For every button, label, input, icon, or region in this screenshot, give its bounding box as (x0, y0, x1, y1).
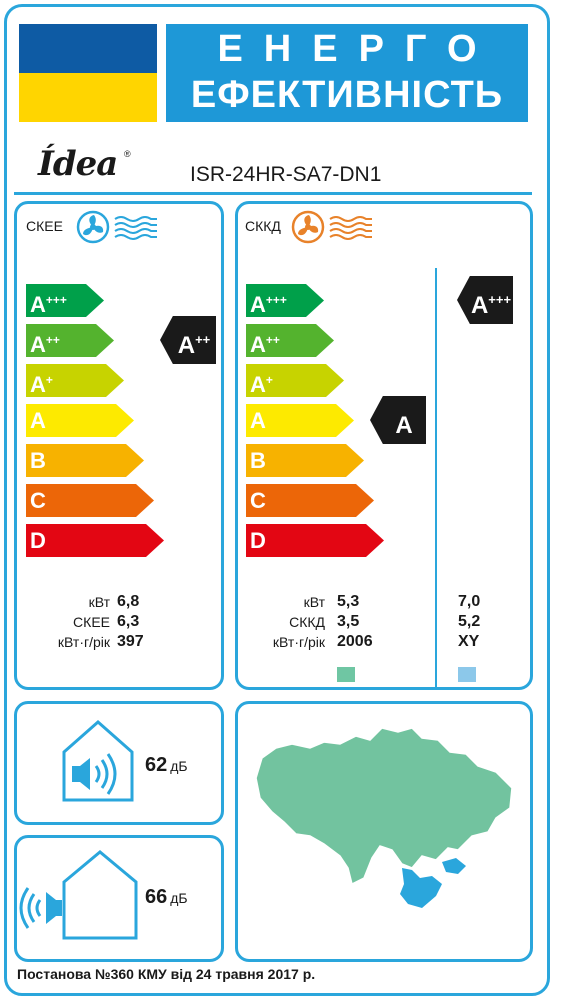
spec-value: 6,3 (117, 613, 140, 630)
energy-label-frame (4, 4, 550, 996)
spec-label: кВт·г/рік (272, 634, 325, 650)
scale-bar-letter: A (30, 408, 46, 433)
cooling-class-letter: A (177, 332, 196, 359)
flag-yellow-stripe (19, 73, 157, 122)
spec-label: СККД (289, 614, 325, 630)
cooling-scale-bar: B (26, 444, 144, 477)
scale-bar-letter: D (30, 528, 46, 553)
spec-value: 6,8 (117, 593, 140, 610)
indoor-noise-panel (14, 701, 224, 825)
cooling-scale-bar: A+ (26, 364, 124, 397)
heating-class-indicator: A (370, 396, 426, 444)
title-line-2: ЕФЕКТИВНІСТЬ (190, 74, 504, 116)
heating-label: СККД (245, 218, 281, 234)
cooling-spec-values: 6,8 6,3 397 (117, 592, 177, 652)
heating-alt-spec-values: 7,0 5,2 XY (458, 592, 518, 652)
scale-bar-plus: ++ (265, 333, 280, 347)
heating-column-divider (435, 268, 437, 688)
heating-scale-bar: A++ (246, 324, 334, 357)
title-line-1: ЕНЕРГО (217, 28, 498, 70)
scale-bar-letter: A (250, 372, 266, 397)
scale-bar-letter: B (250, 448, 266, 473)
flag-blue-stripe (19, 24, 157, 73)
outdoor-db-number: 66 (145, 886, 168, 908)
fan-heating-icon (291, 210, 372, 244)
outdoor-noise-panel (14, 835, 224, 962)
cooling-scale-bar: A++ (26, 324, 114, 357)
spec-label: кВт (303, 594, 325, 610)
indoor-speaker-icon (62, 719, 134, 802)
ukraine-map-icon (255, 727, 513, 908)
title-banner: ЕНЕРГО ЕФЕКТИВНІСТЬ (166, 24, 528, 122)
scale-bar-letter: C (30, 488, 46, 513)
spec-value: 5,3 (337, 593, 360, 610)
indoor-noise-value: 62 дБ (145, 754, 188, 777)
heating-alt-class-plus: +++ (488, 292, 512, 307)
spec-value: 2006 (337, 633, 373, 650)
scale-bar-letter: A (30, 292, 46, 317)
heating-alt-class-indicator: A+++ (457, 276, 513, 324)
colder-climate-swatch (458, 667, 476, 682)
spec-value: 5,2 (458, 613, 481, 630)
fan-cooling-icon (76, 210, 157, 244)
heating-scale-bar: D (246, 524, 384, 557)
spec-value: 3,5 (337, 613, 360, 630)
cooling-scale-bar: D (26, 524, 164, 557)
heating-alt-class-letter: A (470, 292, 489, 319)
spec-label: кВт·г/рік (57, 634, 110, 650)
scale-bar-letter: C (250, 488, 266, 513)
indoor-db-number: 62 (145, 754, 168, 776)
scale-bar-plus: +++ (265, 293, 287, 307)
spec-value: XY (458, 633, 480, 650)
heating-scale-bar: B (246, 444, 364, 477)
footer-regulation: Постанова №360 КМУ від 24 травня 2017 р. (17, 966, 316, 982)
heating-spec-values: 5,3 3,5 2006 (337, 592, 397, 652)
climate-map-panel (235, 701, 533, 962)
scale-bar-letter: A (250, 292, 266, 317)
spec-label: СКЕЕ (73, 614, 110, 630)
scale-bar-plus: +++ (45, 293, 67, 307)
spec-value: 397 (117, 633, 144, 650)
brand-registered-mark: ® (124, 149, 131, 159)
cooling-scale-bar: A+++ (26, 284, 104, 317)
scale-bar-letter: B (30, 448, 46, 473)
heating-scale-bar: A+++ (246, 284, 324, 317)
heating-scale-bar: C (246, 484, 374, 517)
scale-bar-letter: A (250, 332, 266, 357)
cooling-scale-bar: C (26, 484, 154, 517)
heating-scale-bar: A (246, 404, 354, 437)
cooling-spec-labels: кВт СКЕЕ кВт·г/рік (30, 592, 110, 652)
outdoor-db-unit: дБ (170, 890, 188, 906)
cooling-class-indicator: A++ (160, 316, 216, 364)
heating-scale-bar: A+ (246, 364, 344, 397)
brand-logo: Ídea (38, 144, 118, 184)
model-number: ISR-24HR-SA7-DN1 (190, 163, 382, 186)
heating-panel (235, 201, 533, 690)
scale-bar-plus: ++ (45, 333, 60, 347)
outdoor-noise-value: 66 дБ (145, 886, 188, 909)
scale-bar-letter: A (30, 372, 46, 397)
header-divider (14, 192, 532, 195)
spec-label: кВт (88, 594, 110, 610)
scale-bar-plus: + (265, 373, 273, 387)
scale-bar-plus: + (45, 373, 53, 387)
scale-bar-letter: A (30, 332, 46, 357)
outdoor-speaker-icon (19, 850, 138, 940)
heating-spec-labels: кВт СККД кВт·г/рік (245, 592, 325, 652)
warmer-climate-swatch (337, 667, 355, 682)
cooling-scale-bar: A (26, 404, 134, 437)
cooling-label: СКЕЕ (26, 218, 63, 234)
cooling-class-plus: ++ (195, 332, 211, 347)
cooling-panel (14, 201, 224, 690)
spec-value: 7,0 (458, 593, 481, 610)
scale-bar-letter: D (250, 528, 266, 553)
scale-bar-letter: A (250, 408, 266, 433)
heating-class-letter: A (395, 412, 413, 439)
indoor-db-unit: дБ (170, 758, 188, 774)
